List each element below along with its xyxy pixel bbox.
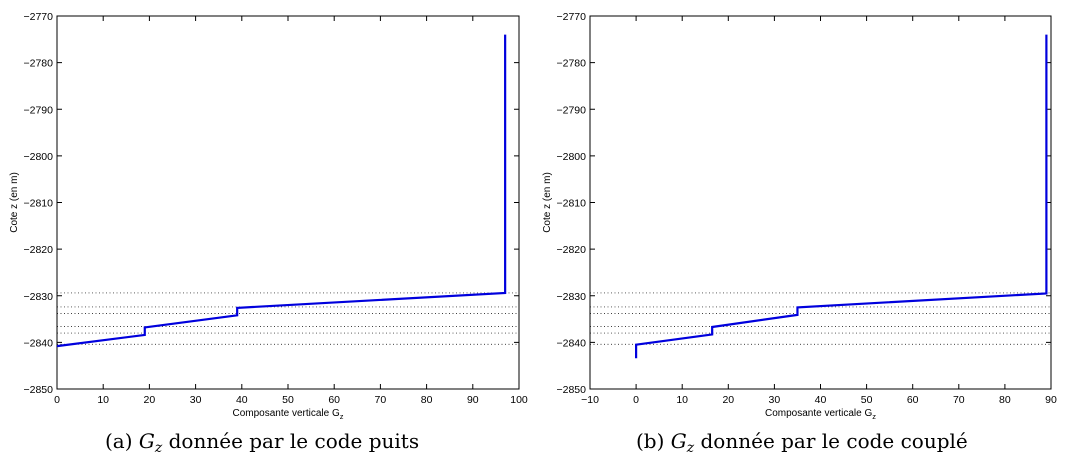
x-tick-label: 70 <box>953 394 965 406</box>
series-line <box>635 34 1048 359</box>
y-tick-label: −2820 <box>557 244 587 256</box>
y-tick-label: −2810 <box>24 198 54 210</box>
x-tick-label: 20 <box>722 394 734 406</box>
chart-caption: (a) Gz donnée par le code puits <box>105 429 419 456</box>
x-tick-label: 100 <box>510 394 528 406</box>
y-tick-label: −2830 <box>24 291 54 303</box>
x-tick-label: 10 <box>97 394 109 406</box>
y-tick-label: −2840 <box>24 337 54 349</box>
x-axis-label: Composante verticale Gz <box>232 408 343 421</box>
chart-panel-b: −10 0 10 20 30 40 50 60 70 80 90 −2850 −2840 −2830 −28… <box>542 11 1057 456</box>
y-tick-label: −2810 <box>557 198 587 210</box>
series-line <box>56 34 507 348</box>
x-tick-label: 40 <box>815 394 827 406</box>
x-tick-label: 50 <box>282 394 294 406</box>
x-tick-label: 80 <box>421 394 433 406</box>
x-tick-label: 40 <box>236 394 248 406</box>
y-tick-label: −2790 <box>24 104 54 116</box>
y-tick-label: −2800 <box>557 151 587 163</box>
x-tick-label: 90 <box>1045 394 1057 406</box>
y-tick-label: −2770 <box>557 11 587 23</box>
x-tick-label: 0 <box>633 394 639 406</box>
y-tick-label: −2850 <box>24 384 54 396</box>
chart-panel-a: 0 10 20 30 40 50 60 70 80 90 100 −2850 −2840 −2830 −28… <box>9 11 528 456</box>
x-tick-label: 60 <box>907 394 919 406</box>
x-tick-label: −10 <box>581 394 599 406</box>
y-axis-label: Cote z (en m) <box>542 172 553 233</box>
y-tick-label: −2800 <box>24 151 54 163</box>
x-tick-label: 50 <box>861 394 873 406</box>
axes-frame <box>589 15 1052 390</box>
x-tick-label: 30 <box>769 394 781 406</box>
y-tick-label: −2820 <box>24 244 54 256</box>
y-axis-label: Cote z (en m) <box>9 172 20 233</box>
x-tick-label: 0 <box>54 394 60 406</box>
y-tick-label: −2840 <box>557 337 587 349</box>
y-tick-label: −2850 <box>557 384 587 396</box>
y-tick-label: −2780 <box>557 58 587 70</box>
x-tick-label: 20 <box>144 394 156 406</box>
chart-caption: (b) Gz donnée par le code couplé <box>636 429 968 456</box>
y-tick-label: −2790 <box>557 104 587 116</box>
x-tick-label: 80 <box>999 394 1011 406</box>
y-tick-label: −2770 <box>24 11 54 23</box>
x-tick-label: 30 <box>190 394 202 406</box>
x-axis-label: Composante verticale Gz <box>765 408 876 421</box>
x-tick-label: 60 <box>328 394 340 406</box>
x-tick-label: 10 <box>676 394 688 406</box>
x-tick-label: 70 <box>375 394 387 406</box>
y-tick-label: −2830 <box>557 291 587 303</box>
x-tick-label: 90 <box>467 394 479 406</box>
y-tick-label: −2780 <box>24 58 54 70</box>
